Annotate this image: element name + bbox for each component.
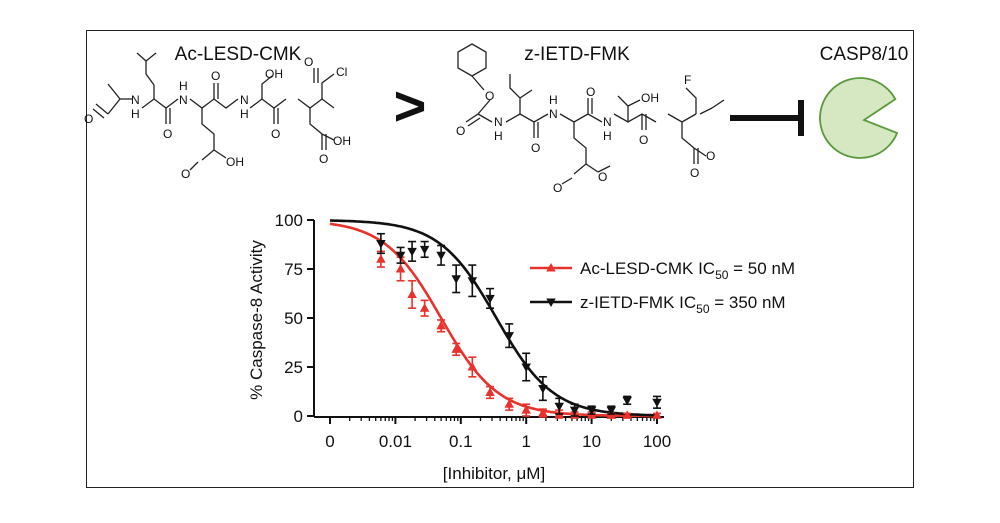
data-point-red (467, 362, 478, 371)
svg-text:H: H (494, 129, 503, 143)
data-point-black (652, 398, 662, 408)
data-point-red (436, 320, 446, 330)
data-point-black (606, 406, 617, 416)
x-tick-label: 0.01 (379, 432, 412, 451)
svg-text:N: N (240, 93, 249, 107)
svg-text:H: H (179, 79, 188, 93)
data-point-red (521, 405, 531, 414)
data-point-red (407, 289, 417, 298)
data-point-black (451, 275, 461, 284)
enzyme-pacman-icon (819, 77, 899, 159)
compound-a-title: Ac-LESD-CMK (175, 44, 302, 65)
svg-text:N: N (549, 107, 558, 121)
legend-marker (546, 263, 556, 272)
svg-text:OH: OH (333, 134, 351, 148)
chart-data-points (376, 232, 662, 419)
data-point-red (485, 387, 495, 396)
data-point-red (622, 410, 632, 419)
svg-text:N: N (603, 115, 612, 129)
svg-text:O: O (181, 167, 190, 181)
svg-text:H: H (240, 107, 249, 121)
svg-text:H: H (549, 93, 558, 107)
svg-text:O: O (531, 141, 540, 155)
data-point-black (504, 332, 514, 341)
legend-label: Ac-LESD-CMK IC50 = 50 nM (580, 259, 795, 282)
svg-text:OH: OH (641, 91, 659, 105)
svg-text:O: O (639, 133, 648, 147)
y-tick-label: 75 (284, 260, 303, 279)
data-point-black (395, 251, 406, 261)
svg-text:O: O (211, 69, 220, 83)
data-point-black (521, 363, 531, 372)
x-tick-label: 10 (582, 432, 601, 451)
svg-text:O: O (706, 149, 715, 163)
data-point-red (451, 344, 461, 353)
svg-text:Cl: Cl (336, 65, 347, 79)
compound-b-structure (457, 43, 725, 185)
chart-axes: 0 25 50 75 100 0 0.01 0.1 1 10 100 (275, 211, 672, 451)
svg-text:O: O (271, 127, 280, 141)
compound-b-atoms: O O N H O N H O N H OH O O O O O F (456, 73, 715, 195)
data-point-red (419, 303, 430, 312)
data-point-black (467, 277, 478, 286)
data-point-black (419, 245, 430, 255)
svg-text:N: N (179, 93, 188, 107)
data-point-black (538, 385, 548, 394)
svg-text:O: O (598, 170, 607, 184)
y-tick-label: 50 (284, 309, 303, 328)
data-point-black (485, 294, 495, 304)
target-label: CASP8/10 (820, 44, 909, 65)
data-point-red (504, 399, 514, 408)
compound-b-title: z-IETD-FMK (524, 44, 630, 65)
svg-text:O: O (84, 112, 93, 126)
data-point-black (586, 406, 597, 416)
svg-text:O: O (304, 55, 313, 69)
data-point-black (436, 251, 446, 261)
data-point-black (407, 247, 417, 257)
fit-curve-z-ietd-fmk (330, 219, 657, 417)
x-tick-label: 0.1 (449, 432, 473, 451)
y-tick-label: 25 (284, 358, 303, 377)
svg-text:H: H (603, 129, 612, 143)
svg-text:O: O (163, 127, 172, 141)
data-point-black (622, 396, 632, 406)
svg-text:O: O (553, 181, 562, 195)
chart-fit-curves (329, 219, 657, 418)
svg-text:F: F (684, 73, 691, 87)
x-tick-label: 0 (325, 432, 334, 451)
data-point-red (538, 408, 548, 417)
svg-text:OH: OH (226, 155, 244, 169)
svg-text:N: N (131, 93, 140, 107)
y-tick-label: 0 (294, 407, 303, 426)
data-point-red (395, 264, 406, 273)
svg-text:O: O (456, 124, 465, 138)
chart-legend: Ac-LESD-CMK IC50 = 50 nM z-IETD-FMK IC50 … (530, 259, 795, 316)
x-tick-label: 1 (521, 432, 530, 451)
svg-text:O: O (586, 85, 595, 99)
svg-text:OH: OH (265, 67, 283, 81)
compound-a-structure (92, 52, 335, 171)
x-tick-label: 100 (643, 432, 671, 451)
svg-text:N: N (494, 115, 503, 129)
fit-curve-ac-lesd-cmk (329, 222, 657, 418)
data-point-red (652, 410, 662, 419)
svg-text:O: O (690, 166, 699, 180)
svg-text:H: H (131, 107, 140, 121)
y-tick-label: 100 (275, 211, 303, 230)
svg-text:O: O (319, 152, 328, 166)
compound-a-atoms: O N H N H O O N H OH O O OH O OH O Cl (84, 55, 351, 181)
data-point-black (376, 240, 386, 249)
legend-label: z-IETD-FMK IC50 = 350 nM (580, 293, 786, 316)
data-point-black (554, 402, 564, 412)
legend-marker (546, 298, 556, 307)
data-point-red (376, 254, 386, 263)
data-point-black (569, 406, 580, 416)
inhibition-arrow-icon (730, 100, 804, 136)
svg-text:O: O (485, 89, 494, 103)
x-axis-label: [Inhibitor, μM] (443, 464, 545, 483)
y-axis-label: % Caspase-8 Activity (247, 240, 266, 400)
greater-than-sign: > (394, 74, 427, 137)
